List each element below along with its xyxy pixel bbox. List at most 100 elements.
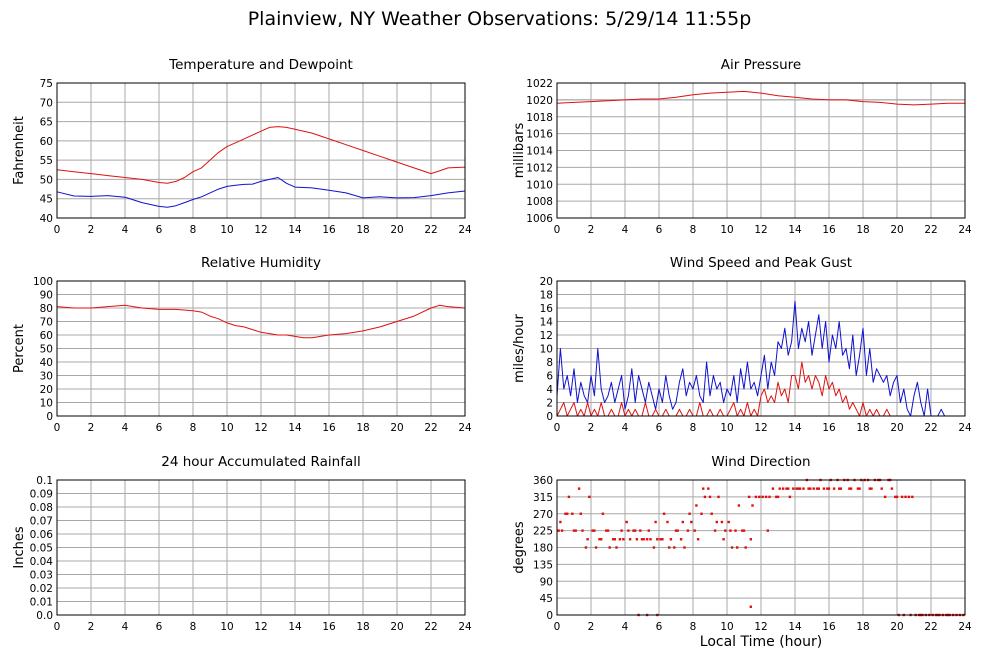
- data-point: [559, 520, 562, 524]
- y-tick-label: 65: [40, 117, 53, 129]
- data-point: [838, 487, 841, 490]
- data-point: [601, 512, 605, 515]
- data-point: [904, 495, 907, 499]
- data-point: [593, 529, 596, 532]
- data-point: [785, 487, 788, 490]
- data-point: [749, 605, 752, 608]
- x-tick-label: 2: [588, 224, 595, 236]
- x-tick-label: 0: [554, 422, 561, 434]
- data-point: [744, 546, 747, 549]
- x-tick-label: 12: [754, 621, 767, 633]
- x-tick-label: 4: [622, 224, 629, 236]
- y-tick-label: 0.04: [30, 556, 54, 568]
- x-tick-label: 6: [656, 621, 663, 633]
- data-point: [724, 529, 727, 532]
- data-point: [632, 529, 635, 532]
- data-point: [890, 487, 894, 490]
- x-tick-label: 24: [458, 422, 472, 434]
- y-tick-label: 20: [40, 384, 53, 396]
- x-tick-label: 20: [390, 224, 403, 236]
- data-point: [749, 538, 752, 541]
- y-tick-label: 40: [40, 213, 53, 225]
- x-tick-label: 10: [220, 422, 233, 434]
- data-point: [761, 495, 764, 499]
- chart-title: 24 hour Accumulated Rainfall: [161, 454, 360, 470]
- plot-frame: [556, 82, 966, 219]
- data-point: [742, 529, 746, 532]
- y-tick-label: 50: [40, 344, 53, 356]
- y-tick-label: 1006: [526, 213, 553, 225]
- data-point: [679, 538, 683, 541]
- x-tick-label: 12: [254, 422, 267, 434]
- x-tick-label: 10: [720, 621, 733, 633]
- y-tick-label: 225: [533, 526, 553, 538]
- data-point: [581, 529, 584, 532]
- x-tick-label: 8: [690, 422, 697, 434]
- y-axis-label: miles/hour: [512, 313, 527, 382]
- x-tick-label: 22: [924, 422, 937, 434]
- data-point: [895, 495, 899, 499]
- x-tick-label: 12: [254, 621, 267, 633]
- data-point: [560, 529, 564, 532]
- data-point: [781, 487, 785, 490]
- data-point: [622, 538, 625, 541]
- x-tick-label: 2: [588, 621, 595, 633]
- x-tick-label: 12: [254, 224, 267, 236]
- y-tick-label: 0.06: [30, 529, 54, 541]
- data-point: [639, 529, 642, 532]
- x-tick-label: 18: [356, 224, 369, 236]
- data-point: [591, 529, 594, 532]
- y-tick-label: 12: [540, 330, 553, 342]
- y-tick-label: 10: [40, 398, 53, 410]
- data-point: [870, 487, 873, 490]
- data-point: [776, 495, 780, 499]
- y-tick-label: 270: [533, 509, 553, 521]
- data-point: [652, 546, 656, 549]
- x-tick-label: 18: [856, 621, 869, 633]
- x-tick-label: 0: [54, 621, 61, 633]
- x-tick-label: 20: [890, 422, 903, 434]
- x-tick-label: 0: [54, 422, 61, 434]
- x-tick-label: 20: [390, 422, 403, 434]
- data-point: [758, 495, 761, 499]
- data-point: [668, 546, 671, 549]
- x-tick-label: 20: [890, 621, 903, 633]
- data-point: [566, 512, 569, 515]
- y-tick-label: 1020: [526, 95, 553, 107]
- y-tick-label: 1022: [526, 78, 553, 90]
- x-tick-label: 18: [356, 422, 369, 434]
- x-tick-label: 14: [788, 224, 802, 236]
- x-tick-label: 4: [122, 422, 129, 434]
- data-point: [640, 538, 644, 541]
- data-point: [736, 546, 739, 549]
- data-point: [827, 487, 831, 490]
- y-tick-label: 18: [540, 290, 553, 302]
- x-tick-label: 22: [924, 224, 937, 236]
- data-point: [674, 529, 678, 532]
- plot-frame: [56, 479, 466, 616]
- x-tick-label: 16: [822, 422, 836, 434]
- data-point: [839, 487, 843, 490]
- y-tick-label: 45: [540, 593, 553, 605]
- x-tick-label: 6: [656, 224, 663, 236]
- data-point: [579, 512, 582, 515]
- data-point: [729, 529, 732, 532]
- y-tick-label: 10: [540, 344, 553, 356]
- y-tick-label: 0.08: [30, 502, 53, 514]
- data-point: [606, 529, 610, 532]
- y-tick-label: 45: [40, 194, 53, 206]
- y-tick-label: 0: [46, 411, 53, 423]
- data-point: [708, 495, 712, 499]
- plot-frame: [556, 479, 966, 616]
- data-point: [594, 546, 598, 549]
- y-tick-label: 75: [40, 78, 53, 90]
- x-tick-label: 14: [788, 621, 802, 633]
- y-tick-label: 14: [540, 317, 554, 329]
- data-point: [858, 487, 861, 490]
- x-tick-label: 8: [690, 621, 697, 633]
- data-point: [634, 529, 637, 532]
- data-point: [690, 520, 693, 524]
